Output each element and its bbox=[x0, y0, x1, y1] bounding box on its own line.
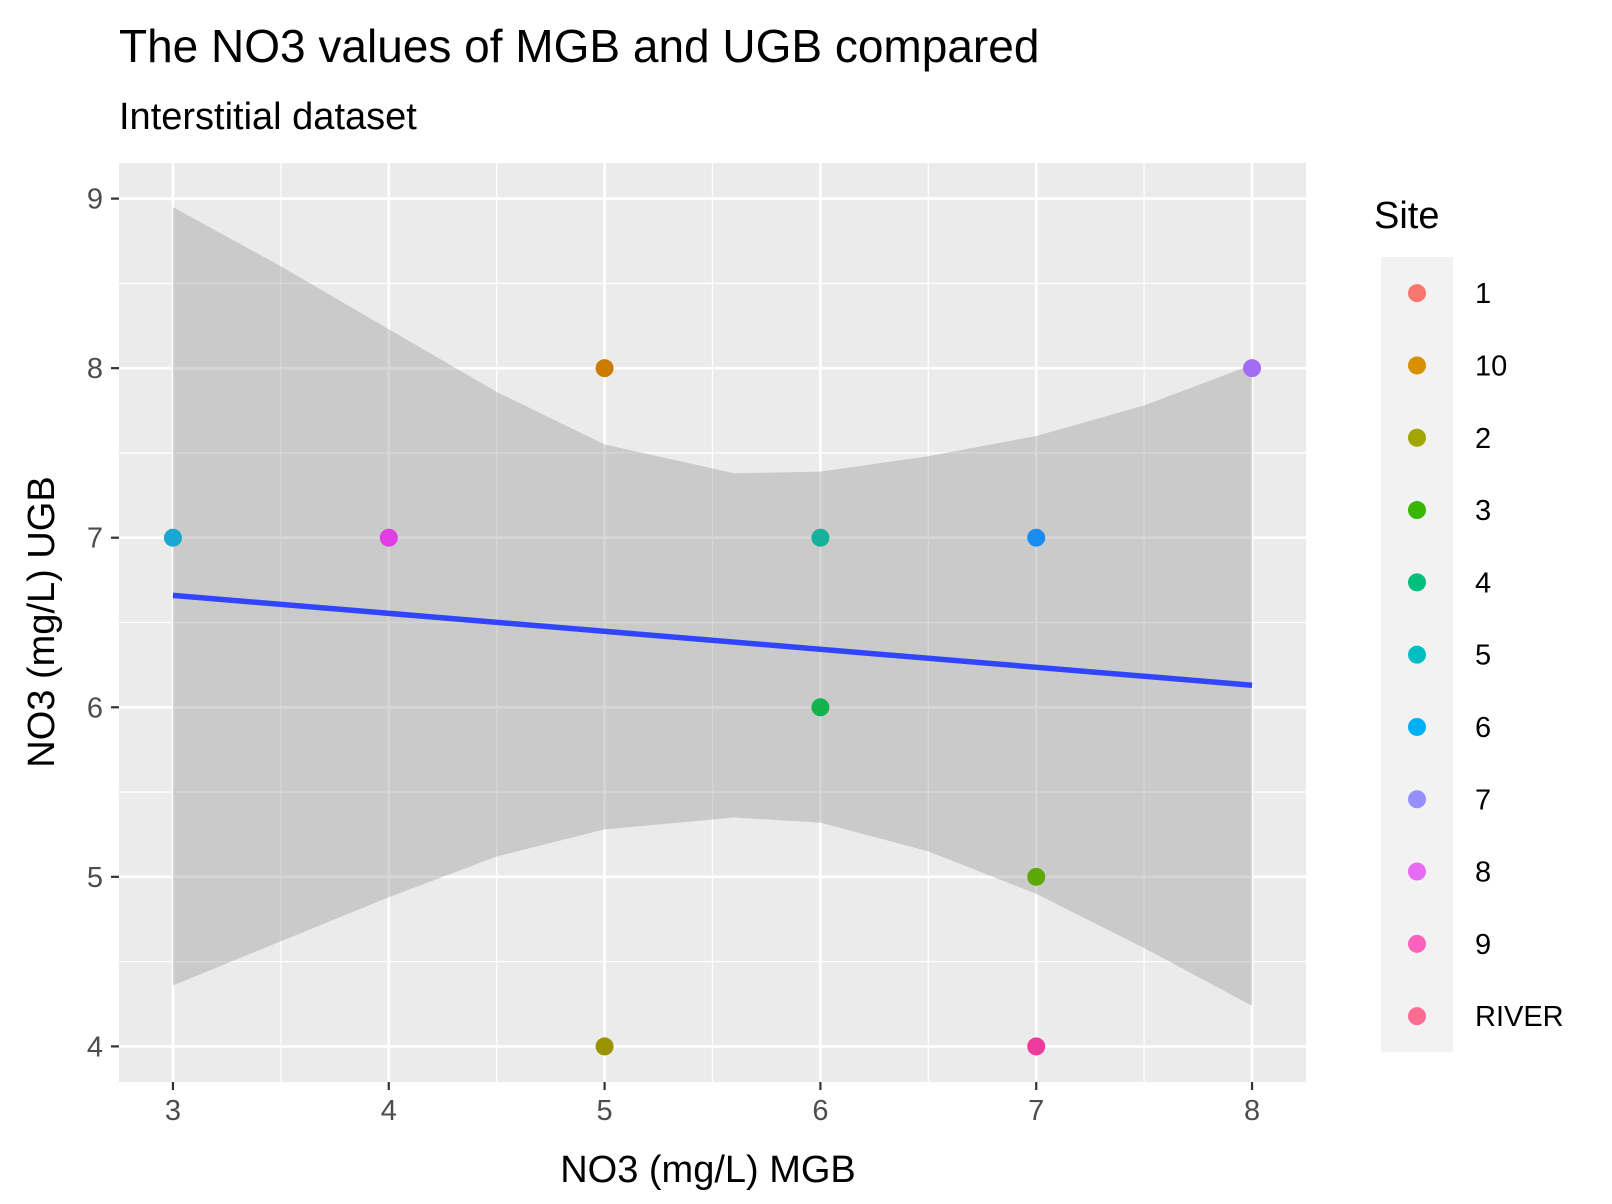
legend-key-10 bbox=[1408, 356, 1426, 375]
y-tick-label: 6 bbox=[87, 692, 103, 724]
legend-label-4: 4 bbox=[1475, 567, 1491, 599]
y-axis-title: NO3 (mg/L) UGB bbox=[21, 476, 63, 767]
legend-key-1 bbox=[1408, 284, 1426, 303]
legend-label-RIVER: RIVER bbox=[1475, 1001, 1564, 1033]
legend-label-6: 6 bbox=[1475, 712, 1491, 744]
x-axis-title: NO3 (mg/L) MGB bbox=[560, 1149, 856, 1191]
data-point-site-RIVER bbox=[1027, 1037, 1046, 1056]
data-point-site-2 bbox=[595, 1037, 614, 1056]
data-point-site-8 bbox=[1243, 359, 1262, 378]
legend-key-RIVER bbox=[1408, 1007, 1426, 1026]
y-tick-label: 4 bbox=[87, 1031, 103, 1063]
x-tick-label: 5 bbox=[597, 1095, 613, 1127]
legend-key-3 bbox=[1408, 501, 1426, 520]
legend-label-5: 5 bbox=[1475, 640, 1491, 672]
x-tick-label: 3 bbox=[165, 1095, 181, 1127]
legend-key-7 bbox=[1408, 790, 1426, 809]
y-axis: 4 5 6 7 8 9 bbox=[87, 184, 119, 1063]
legend-label-8: 8 bbox=[1475, 857, 1491, 889]
data-point-site-10 bbox=[595, 359, 614, 378]
y-tick-label: 5 bbox=[87, 862, 103, 894]
confidence-ribbon bbox=[173, 207, 1252, 1006]
x-tick-label: 4 bbox=[381, 1095, 397, 1127]
x-tick-label: 6 bbox=[812, 1095, 828, 1127]
x-axis: 3 4 5 6 7 8 bbox=[165, 1082, 1260, 1127]
legend-label-3: 3 bbox=[1475, 495, 1491, 527]
data-point-site-5 bbox=[811, 528, 830, 547]
data-point-site-7 bbox=[1027, 528, 1046, 547]
chart-subtitle: Interstitial dataset bbox=[119, 96, 417, 138]
legend-label-9: 9 bbox=[1475, 929, 1491, 961]
legend-key-4 bbox=[1408, 573, 1426, 592]
y-tick-label: 8 bbox=[87, 353, 103, 385]
legend-label-2: 2 bbox=[1475, 423, 1491, 455]
legend: Site 1 10 2 3 4 5 6 7 8 9 RIVER bbox=[1374, 195, 1564, 1053]
legend-key-6 bbox=[1408, 717, 1426, 736]
data-point-site-3 bbox=[1027, 867, 1046, 886]
chart-title: The NO3 values of MGB and UGB compared bbox=[119, 20, 1039, 72]
legend-label-10: 10 bbox=[1475, 350, 1507, 382]
data-point-site-9 bbox=[379, 528, 398, 547]
plot-panel bbox=[119, 163, 1306, 1082]
legend-key-8 bbox=[1408, 862, 1426, 881]
legend-title: Site bbox=[1374, 195, 1439, 237]
legend-key-2 bbox=[1408, 428, 1426, 447]
legend-label-7: 7 bbox=[1475, 784, 1491, 816]
x-tick-label: 8 bbox=[1244, 1095, 1260, 1127]
legend-key-9 bbox=[1408, 934, 1426, 953]
y-tick-label: 9 bbox=[87, 184, 103, 216]
y-tick-label: 7 bbox=[87, 523, 103, 555]
legend-label-1: 1 bbox=[1475, 278, 1491, 310]
legend-key-5 bbox=[1408, 645, 1426, 664]
data-point-site-4 bbox=[811, 698, 830, 717]
data-point-site-6 bbox=[163, 528, 182, 547]
x-tick-label: 7 bbox=[1028, 1095, 1044, 1127]
regression-line bbox=[172, 592, 1253, 688]
